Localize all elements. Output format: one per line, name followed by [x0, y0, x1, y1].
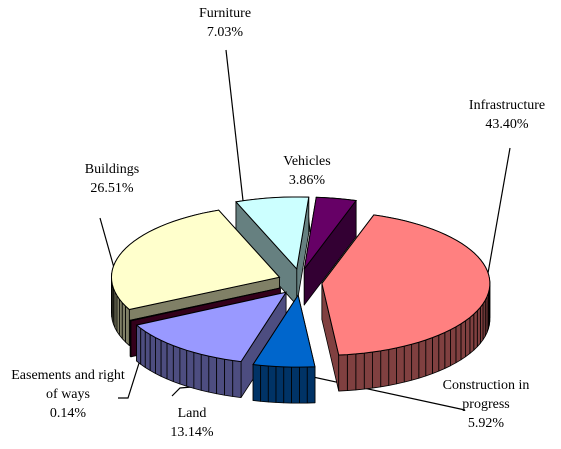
leader-line [289, 371, 466, 411]
slice-side [425, 337, 433, 377]
category-name: Buildings [84, 162, 140, 177]
slice-side [208, 355, 218, 395]
pie-slice [321, 214, 491, 392]
slice-side [469, 313, 475, 354]
slice-side [144, 331, 151, 371]
slice-top [321, 214, 491, 356]
slice-side [136, 324, 142, 365]
slice-label: Vehicles 3.86% [283, 152, 330, 190]
slice-side [224, 358, 234, 397]
slice-side [140, 327, 146, 368]
slice-side [380, 349, 390, 388]
slice-side [411, 341, 420, 381]
slice-label: Buildings 26.51% [85, 160, 139, 198]
slice-side [252, 364, 262, 402]
slice-side [260, 364, 269, 403]
slice-side [355, 352, 365, 391]
slice-side [283, 366, 292, 404]
slice-side [473, 310, 478, 351]
slice-side [465, 317, 471, 358]
value-label: 43.40% [485, 117, 529, 132]
category-name: Construction in progress [442, 378, 530, 412]
slice-side [338, 354, 348, 392]
slice-side [418, 339, 427, 379]
slice-side [396, 345, 405, 385]
pie-slice [234, 196, 310, 306]
slice-side [186, 349, 195, 389]
pie-slice [135, 291, 288, 398]
value-label: 5.92% [467, 416, 505, 431]
slice-side [460, 320, 467, 361]
slice-side [179, 347, 188, 387]
slice-top [234, 196, 310, 271]
slice-side [346, 353, 357, 391]
category-name: Vehicles [283, 154, 331, 169]
slice-label: Furniture 7.03% [199, 4, 251, 42]
slice-label: Infrastructure 43.40% [469, 96, 545, 134]
leader-line [118, 359, 141, 399]
value-label: 3.86% [288, 173, 326, 188]
slice-side [291, 366, 300, 404]
slice-side [476, 306, 481, 348]
slice-side [388, 347, 397, 386]
pie-slice [303, 196, 358, 306]
value-label: 26.51% [90, 181, 134, 196]
slice-label: Construction in progress 5.92% [431, 376, 541, 433]
slice-side [298, 366, 308, 404]
category-name: Easements and right of ways [11, 368, 125, 402]
slice-top [303, 196, 358, 270]
slice-side [438, 332, 446, 372]
slice-side [403, 343, 413, 383]
slice-side [125, 305, 130, 346]
slice-label: Land 13.14% [170, 404, 213, 442]
slice-label: Easements and right of ways 0.14% [6, 366, 131, 423]
slice-side [200, 353, 210, 393]
slice-side [160, 339, 168, 380]
slice-side [232, 360, 242, 398]
value-label: 0.14% [49, 406, 87, 421]
slice-side [149, 334, 156, 374]
slice-side [306, 366, 316, 404]
slice-top [252, 293, 316, 368]
slice-side [455, 323, 462, 364]
slice-top [110, 209, 281, 311]
slice-side [119, 298, 123, 340]
category-name: Furniture [198, 6, 252, 21]
slice-side [275, 366, 285, 404]
pie-slice [252, 293, 316, 404]
slice-side [166, 342, 174, 382]
category-name: Infrastructure [468, 98, 546, 113]
slice-top [135, 291, 288, 363]
slice-side [444, 329, 451, 369]
category-name: Land [177, 406, 207, 421]
value-label: 7.03% [206, 25, 244, 40]
slice-side [193, 352, 202, 391]
slice-side [431, 334, 440, 375]
slice-side [450, 326, 457, 367]
slice-side [155, 337, 162, 377]
slice-side [121, 302, 126, 343]
slice-side [372, 350, 382, 389]
value-label: 13.14% [170, 425, 214, 440]
slice-top [129, 287, 281, 322]
slice-side [267, 365, 277, 403]
slice-side [216, 357, 226, 396]
slice-side [172, 345, 181, 385]
slice-side [363, 351, 373, 390]
